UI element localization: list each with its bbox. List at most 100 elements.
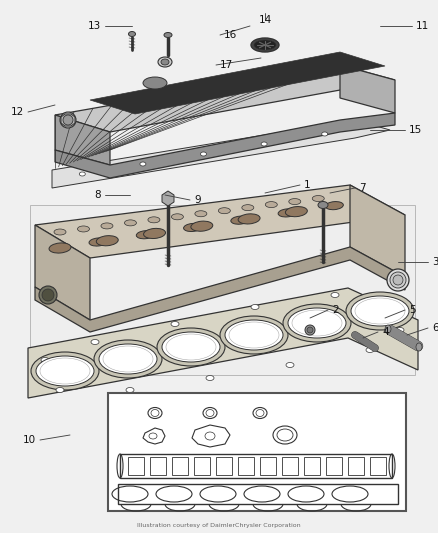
Text: 13: 13 — [88, 21, 101, 31]
Ellipse shape — [286, 207, 307, 217]
Polygon shape — [28, 288, 418, 398]
Text: Illustration courtesy of DaimlerChrysler Corporation: Illustration courtesy of DaimlerChrysler… — [137, 523, 301, 529]
Ellipse shape — [164, 33, 172, 37]
Ellipse shape — [99, 344, 157, 374]
Bar — [282, 457, 298, 475]
Bar — [172, 457, 188, 475]
Text: 9: 9 — [194, 195, 201, 205]
Ellipse shape — [41, 358, 49, 362]
Ellipse shape — [171, 321, 179, 327]
Ellipse shape — [162, 332, 220, 362]
Ellipse shape — [318, 201, 328, 208]
Ellipse shape — [283, 304, 351, 342]
Ellipse shape — [387, 269, 409, 291]
Ellipse shape — [171, 214, 184, 220]
Ellipse shape — [393, 275, 403, 285]
Text: 11: 11 — [416, 21, 429, 31]
Text: 10: 10 — [23, 435, 36, 445]
Ellipse shape — [89, 238, 107, 246]
Ellipse shape — [366, 348, 374, 352]
Ellipse shape — [126, 387, 134, 392]
Ellipse shape — [54, 229, 66, 235]
Ellipse shape — [78, 226, 89, 232]
Ellipse shape — [140, 162, 146, 166]
Ellipse shape — [238, 214, 260, 224]
Ellipse shape — [305, 325, 315, 335]
Ellipse shape — [144, 228, 166, 239]
Ellipse shape — [158, 57, 172, 67]
Bar — [238, 457, 254, 475]
Bar — [118, 484, 398, 504]
Ellipse shape — [346, 292, 414, 330]
Polygon shape — [35, 185, 405, 258]
Bar — [150, 457, 166, 475]
Ellipse shape — [251, 38, 279, 52]
Bar — [326, 457, 342, 475]
Polygon shape — [55, 113, 395, 178]
Ellipse shape — [161, 59, 169, 65]
Ellipse shape — [321, 132, 328, 136]
Text: 3: 3 — [432, 257, 438, 267]
Text: 8: 8 — [94, 190, 101, 200]
Ellipse shape — [136, 231, 154, 239]
Ellipse shape — [251, 304, 259, 310]
Ellipse shape — [60, 112, 76, 128]
Ellipse shape — [278, 209, 296, 217]
Polygon shape — [340, 65, 395, 113]
Ellipse shape — [195, 211, 207, 217]
Polygon shape — [35, 225, 90, 320]
Ellipse shape — [225, 320, 283, 350]
Ellipse shape — [286, 362, 294, 367]
Bar — [194, 457, 210, 475]
Ellipse shape — [390, 272, 406, 288]
Ellipse shape — [39, 286, 57, 304]
Text: 16: 16 — [224, 30, 237, 40]
Polygon shape — [52, 120, 390, 188]
Ellipse shape — [219, 208, 230, 214]
Ellipse shape — [201, 152, 206, 156]
Ellipse shape — [307, 327, 313, 333]
Polygon shape — [55, 115, 110, 165]
Ellipse shape — [231, 216, 249, 224]
Text: 17: 17 — [220, 60, 233, 70]
Bar — [120, 454, 392, 478]
Ellipse shape — [63, 115, 73, 125]
Ellipse shape — [206, 376, 214, 381]
Ellipse shape — [331, 293, 339, 297]
Text: 7: 7 — [359, 183, 366, 193]
Bar — [370, 457, 386, 475]
Ellipse shape — [191, 221, 213, 231]
Bar — [128, 457, 144, 475]
Ellipse shape — [128, 31, 135, 36]
Text: 4: 4 — [382, 327, 389, 337]
Text: 6: 6 — [432, 323, 438, 333]
Bar — [216, 457, 232, 475]
Ellipse shape — [148, 217, 160, 223]
Polygon shape — [30, 205, 415, 375]
Bar — [304, 457, 320, 475]
Ellipse shape — [42, 289, 54, 301]
Bar — [108, 393, 406, 511]
Ellipse shape — [157, 328, 225, 366]
Bar — [260, 457, 276, 475]
Ellipse shape — [385, 325, 391, 333]
Ellipse shape — [49, 243, 71, 253]
Text: 15: 15 — [409, 125, 422, 135]
Ellipse shape — [101, 223, 113, 229]
Ellipse shape — [396, 327, 404, 333]
Polygon shape — [35, 247, 405, 332]
Bar — [348, 457, 364, 475]
Ellipse shape — [265, 201, 277, 208]
Ellipse shape — [288, 308, 346, 338]
Ellipse shape — [381, 301, 389, 305]
Text: 5: 5 — [409, 305, 416, 315]
Ellipse shape — [220, 316, 288, 354]
Text: 12: 12 — [11, 107, 24, 117]
Ellipse shape — [91, 340, 99, 344]
Ellipse shape — [96, 236, 118, 246]
Ellipse shape — [312, 196, 324, 201]
Ellipse shape — [94, 340, 162, 378]
Polygon shape — [162, 191, 174, 206]
Ellipse shape — [79, 172, 85, 176]
Ellipse shape — [184, 223, 201, 231]
